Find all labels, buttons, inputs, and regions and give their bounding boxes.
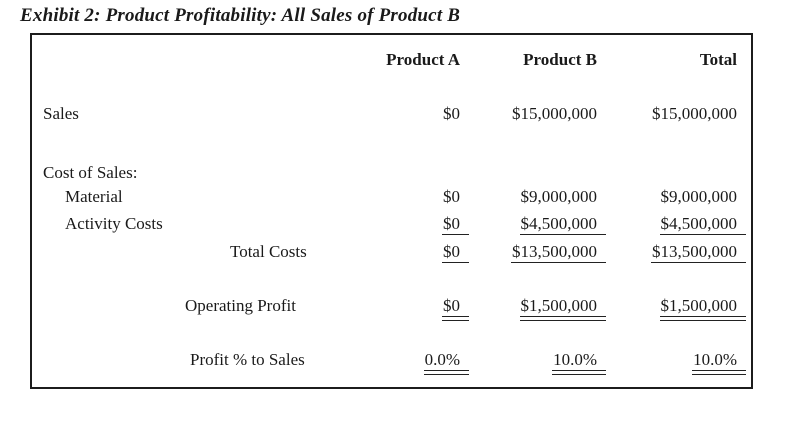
cell-value: $0	[443, 187, 460, 206]
table-row-total-costs: Total Costs $0 $13,500,000 $13,500,000	[32, 241, 751, 262]
column-header-total: Total	[699, 50, 737, 69]
totalcosts-product-b-cell: $13,500,000	[460, 241, 597, 262]
table-row-activity-costs: Activity Costs $0 $4,500,000 $4,500,000	[32, 213, 751, 234]
material-total-cell: $9,000,000	[597, 186, 738, 207]
cell-value-underlined: $13,500,000	[652, 242, 737, 261]
material-product-b-cell: $9,000,000	[460, 186, 598, 207]
table-row-sales: Sales $0 $15,000,000 $15,000,000	[32, 103, 751, 124]
table-row-profit-pct: Profit % to Sales 0.0% 10.0% 10.0%	[32, 349, 751, 370]
cell-value: $15,000,000	[652, 104, 737, 123]
profitpct-total-cell: 10.0%	[597, 349, 737, 370]
opprofit-product-b-cell: $1,500,000	[460, 295, 598, 316]
cell-value-underlined: $4,500,000	[520, 214, 598, 233]
activity-total-cell: $4,500,000	[597, 213, 738, 234]
cell-value-double-underlined: 10.0%	[553, 350, 597, 369]
cell-value-double-underlined: $1,500,000	[660, 296, 738, 315]
table-header-row: Product A Product B Total	[32, 49, 751, 70]
material-product-a-cell: $0	[345, 186, 460, 207]
sales-product-a-cell: $0	[345, 103, 460, 124]
row-label-profit-pct: Profit % to Sales	[190, 350, 305, 369]
cell-value: $9,000,000	[520, 187, 598, 206]
cell-value-underlined: $0	[443, 214, 460, 233]
profitpct-product-b-cell: 10.0%	[460, 349, 597, 370]
row-label-activity-costs: Activity Costs	[65, 214, 163, 233]
cell-value-double-underlined: $0	[443, 296, 460, 315]
cell-value: $9,000,000	[660, 187, 738, 206]
activity-product-a-cell: $0	[345, 213, 460, 234]
row-label-cost-of-sales: Cost of Sales:	[43, 163, 138, 182]
opprofit-total-cell: $1,500,000	[597, 295, 738, 316]
table-row-cost-of-sales: Cost of Sales:	[32, 162, 751, 183]
opprofit-product-a-cell: $0	[345, 295, 460, 316]
row-label-material: Material	[65, 187, 123, 206]
profitpct-product-a-cell: 0.0%	[345, 349, 460, 370]
totalcosts-product-a-cell: $0	[345, 241, 460, 262]
cell-value: $0	[443, 104, 460, 123]
table-row-material: Material $0 $9,000,000 $9,000,000	[32, 186, 751, 207]
activity-product-b-cell: $4,500,000	[460, 213, 598, 234]
cell-value: $15,000,000	[512, 104, 597, 123]
cell-value-underlined: $13,500,000	[512, 242, 597, 261]
cell-value-double-underlined: 10.0%	[693, 350, 737, 369]
cell-value-underlined: $0	[443, 242, 460, 261]
exhibit-table: Product A Product B Total Sales $0 $15,0…	[30, 33, 753, 389]
cell-value-underlined: $4,500,000	[660, 214, 738, 233]
row-label-operating-profit: Operating Profit	[185, 296, 296, 315]
cell-value-double-underlined: 0.0%	[424, 350, 460, 369]
column-header-product-a: Product A	[386, 50, 460, 69]
cell-value-double-underlined: $1,500,000	[520, 296, 598, 315]
row-label-sales: Sales	[43, 104, 79, 123]
column-header-product-b: Product B	[523, 50, 597, 69]
sales-total-cell: $15,000,000	[597, 103, 737, 124]
table-row-operating-profit: Operating Profit $0 $1,500,000 $1,500,00…	[32, 295, 751, 316]
totalcosts-total-cell: $13,500,000	[597, 241, 737, 262]
sales-product-b-cell: $15,000,000	[460, 103, 597, 124]
exhibit-title: Exhibit 2: Product Profitability: All Sa…	[20, 5, 461, 26]
row-label-total-costs: Total Costs	[230, 242, 307, 261]
